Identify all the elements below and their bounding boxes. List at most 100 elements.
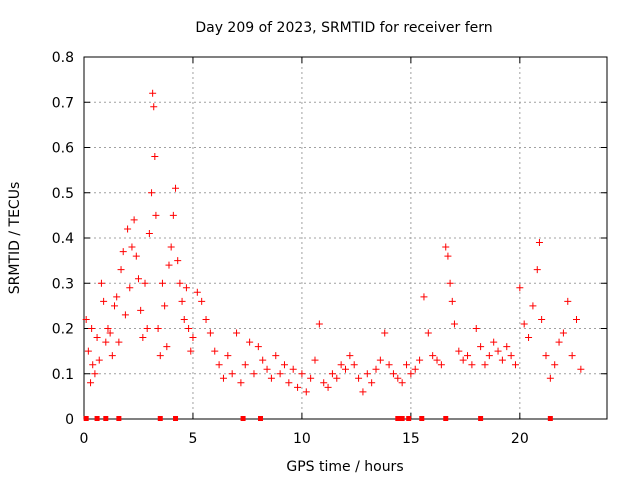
data-point — [538, 315, 546, 323]
data-point — [542, 352, 550, 360]
data-point — [169, 211, 177, 219]
data-point — [307, 374, 315, 382]
baseline-marker — [116, 416, 122, 421]
data-point — [215, 361, 223, 369]
data-point — [494, 347, 502, 355]
data-point — [376, 356, 384, 364]
data-point — [455, 347, 463, 355]
data-point — [91, 370, 99, 378]
data-point — [394, 374, 402, 382]
data-point — [429, 352, 437, 360]
data-point — [193, 288, 201, 296]
data-point — [108, 352, 116, 360]
data-point — [285, 379, 293, 387]
data-point — [272, 352, 280, 360]
data-point — [165, 261, 173, 269]
axis-ticks — [83, 56, 607, 420]
data-point — [102, 338, 110, 346]
data-point — [324, 383, 332, 391]
baseline-marker — [157, 416, 163, 421]
baseline-marker — [240, 416, 246, 421]
data-point — [246, 338, 254, 346]
data-point — [276, 370, 284, 378]
data-point — [289, 365, 297, 373]
data-point — [254, 343, 262, 351]
data-point — [520, 320, 528, 328]
y-tick-label: 0.6 — [52, 141, 74, 157]
data-point — [411, 365, 419, 373]
x-tick-label: 15 — [402, 431, 420, 447]
data-point — [446, 279, 454, 287]
y-tick-label: 0.1 — [52, 367, 74, 383]
data-point — [302, 388, 310, 396]
data-point — [311, 356, 319, 364]
data-point — [189, 334, 197, 342]
data-point — [206, 329, 214, 337]
data-point — [498, 356, 506, 364]
data-point — [154, 325, 162, 332]
data-point — [156, 352, 164, 360]
data-point — [472, 325, 480, 332]
data-point — [163, 343, 171, 351]
y-tick-label: 0.4 — [52, 231, 74, 247]
data-point — [350, 361, 358, 369]
data-point — [381, 329, 389, 337]
data-point — [459, 356, 467, 364]
baseline-marker — [173, 416, 179, 421]
chart-title: Day 209 of 2023, SRMTID for receiver fer… — [195, 20, 492, 36]
data-point — [346, 352, 354, 360]
data-point — [477, 343, 485, 351]
data-point — [315, 320, 323, 328]
data-point — [503, 343, 511, 351]
data-point — [525, 334, 533, 342]
data-point — [241, 361, 249, 369]
data-point — [564, 297, 572, 305]
baseline-marker — [103, 416, 109, 421]
data-point — [280, 361, 288, 369]
data-point — [237, 379, 245, 387]
data-point — [95, 356, 103, 364]
baseline-marker — [399, 416, 405, 421]
data-point — [259, 356, 267, 364]
data-point — [121, 311, 129, 319]
data-point — [198, 297, 206, 305]
data-point — [145, 229, 153, 237]
data-point — [511, 361, 519, 369]
data-point — [372, 365, 380, 373]
y-tick-label: 0.5 — [52, 186, 74, 202]
data-point — [359, 388, 367, 396]
x-tick-label: 20 — [511, 431, 529, 447]
data-point — [464, 352, 472, 360]
data-point — [104, 325, 112, 332]
data-point — [516, 284, 524, 292]
data-point — [233, 329, 241, 337]
data-point — [433, 356, 441, 364]
grid — [84, 57, 607, 419]
data-point — [577, 365, 585, 373]
data-point — [355, 374, 363, 382]
data-point — [298, 370, 306, 378]
data-point — [328, 370, 336, 378]
baseline-marker — [478, 416, 484, 421]
data-point — [97, 279, 105, 287]
data-point — [416, 356, 424, 364]
data-point — [124, 225, 132, 233]
data-point — [128, 243, 136, 251]
y-tick-label: 0.8 — [52, 50, 74, 66]
data-point — [111, 302, 119, 310]
x-tick-label: 10 — [293, 431, 311, 447]
data-point — [228, 370, 236, 378]
data-point — [507, 352, 515, 360]
data-point — [398, 379, 406, 387]
data-point — [89, 361, 97, 369]
data-point — [106, 329, 114, 337]
data-point — [137, 306, 145, 314]
data-point — [115, 338, 123, 346]
baseline-marker — [395, 416, 401, 421]
baseline-marker — [419, 416, 425, 421]
x-axis-label: GPS time / hours — [286, 459, 403, 475]
data-point — [202, 315, 210, 323]
data-point — [100, 297, 108, 305]
data-point — [250, 370, 258, 378]
